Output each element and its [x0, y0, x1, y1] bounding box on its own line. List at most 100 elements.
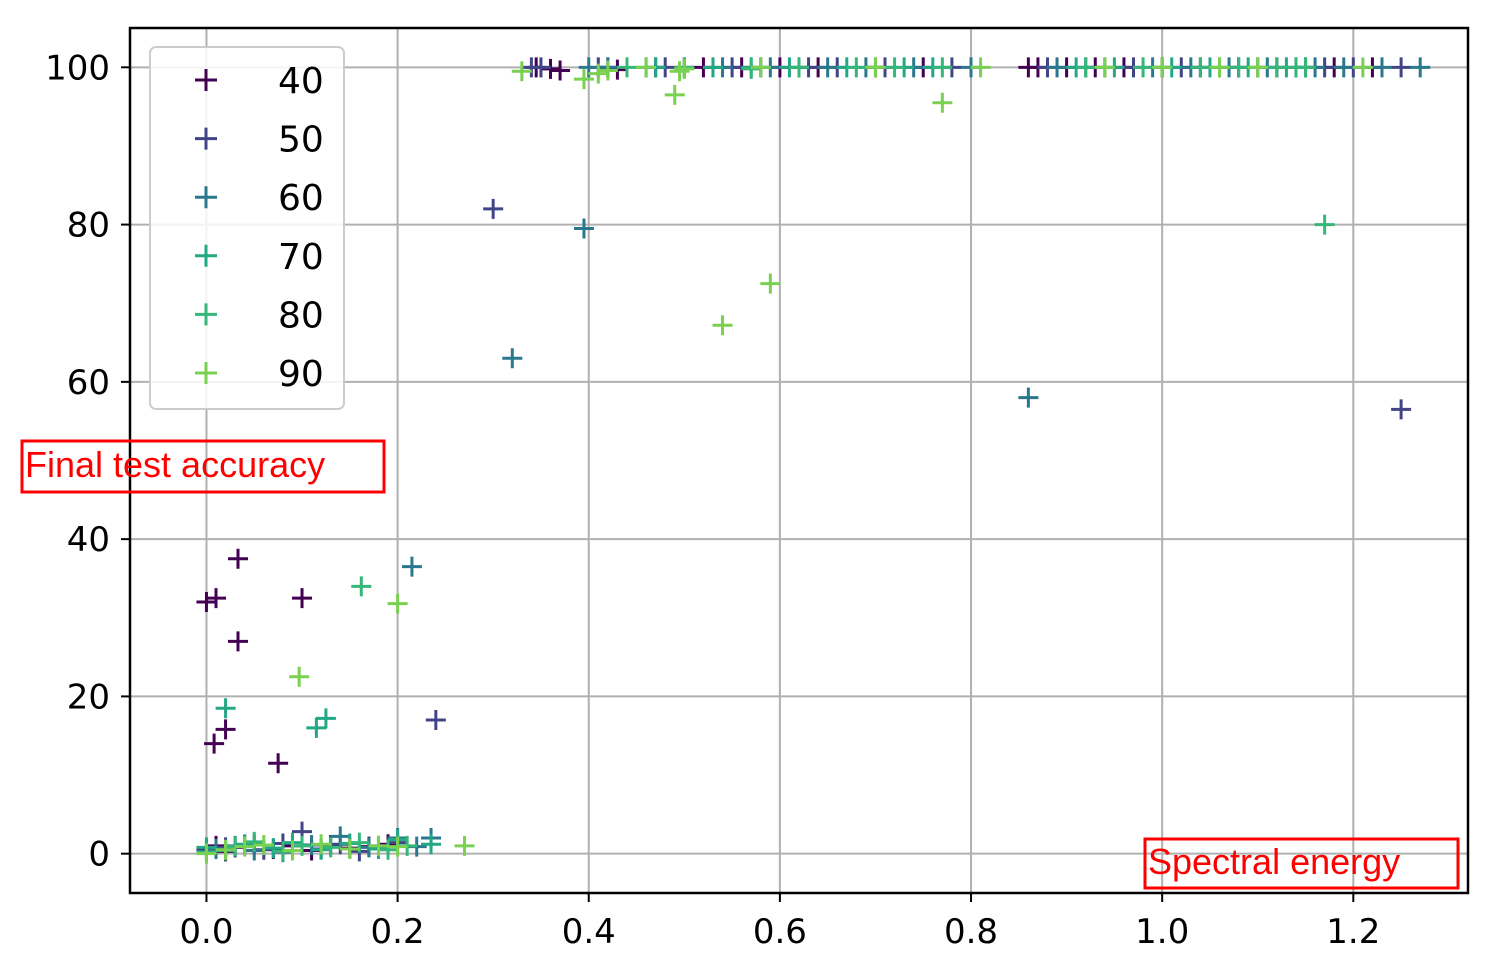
legend-label: 60 [278, 178, 324, 219]
legend-item: 60 [195, 178, 324, 219]
data-point [1094, 57, 1115, 78]
x-tick-label: 0.6 [753, 912, 807, 952]
data-point [1410, 57, 1431, 78]
data-point [358, 837, 379, 858]
data-point [320, 837, 341, 858]
data-point [1209, 57, 1230, 78]
data-point [712, 315, 733, 336]
data-point [674, 58, 695, 79]
data-point [1075, 57, 1096, 78]
legend-marker [195, 303, 217, 326]
data-point [750, 57, 771, 78]
data-point [1247, 57, 1268, 78]
data-point [378, 839, 399, 860]
data-point [268, 753, 289, 774]
data-point [387, 836, 408, 857]
data-point [932, 92, 953, 113]
data-point [289, 666, 310, 687]
legend-item: 90 [195, 354, 324, 395]
data-point [865, 57, 886, 78]
data-point [244, 831, 265, 852]
legend-label: 40 [278, 61, 324, 102]
data-point [339, 838, 360, 859]
legend-item: 50 [195, 120, 324, 161]
legend-marker [195, 362, 217, 384]
data-point [664, 84, 685, 105]
x-axis-label: Spectral energy [1148, 841, 1400, 882]
legend-label: 70 [278, 237, 324, 278]
data-point [540, 58, 561, 79]
data-point [234, 836, 255, 857]
legend-item: 40 [195, 61, 324, 102]
x-tick-label: 0.2 [371, 912, 425, 952]
data-point [550, 60, 571, 81]
data-point [311, 834, 332, 855]
data-point [1333, 57, 1354, 78]
x-tick-label: 1.2 [1326, 912, 1380, 952]
data-point [669, 61, 690, 82]
series-40 [196, 57, 1383, 862]
legend-marker [195, 244, 217, 267]
data-point [1266, 57, 1287, 78]
y-tick-label: 60 [67, 363, 110, 403]
data-point [760, 273, 781, 294]
y-tick-label: 100 [45, 48, 110, 88]
data-point [215, 698, 236, 719]
data-point [454, 835, 475, 856]
data-point [292, 588, 313, 609]
data-point [1228, 57, 1249, 78]
data-point [1352, 57, 1373, 78]
data-point [502, 348, 523, 369]
y-tick-label: 0 [88, 835, 110, 875]
legend-marker [195, 186, 217, 209]
data-point [421, 834, 442, 855]
data-point [1133, 57, 1154, 78]
data-point [204, 733, 225, 754]
data-point [597, 60, 618, 81]
plot-frame [128, 26, 1470, 895]
series-90 [196, 57, 1373, 864]
data-point [1314, 214, 1335, 235]
data-point [588, 63, 609, 84]
legend-marker [195, 127, 217, 150]
x-axis: 0.0 0.2 0.4 0.6 0.8 1.0 1.2 [179, 893, 1380, 952]
data-point [196, 843, 217, 864]
legend-label: 90 [278, 354, 324, 395]
data-point [1391, 399, 1412, 420]
legend-item: 70 [195, 237, 324, 278]
data-point [306, 717, 327, 738]
data-point [789, 57, 809, 78]
data-point [227, 548, 248, 569]
data-point [573, 69, 594, 90]
data-point [817, 57, 838, 78]
data-point [970, 57, 991, 78]
legend-label: 80 [278, 295, 324, 336]
data-point [387, 593, 408, 614]
data-point [846, 57, 867, 78]
data-point [215, 719, 236, 740]
data-point [1152, 57, 1173, 78]
data-points [196, 57, 1431, 864]
data-point [425, 710, 446, 730]
y-tick-label: 40 [67, 520, 110, 560]
y-tick-label: 20 [67, 677, 110, 717]
data-point [263, 838, 284, 859]
legend-label: 50 [278, 120, 324, 161]
data-point [1190, 57, 1211, 78]
data-point [1018, 387, 1039, 408]
data-point [292, 835, 313, 856]
legend: 40 50 60 70 80 90 [149, 46, 345, 410]
data-point [215, 839, 236, 860]
data-point [206, 588, 227, 609]
data-point [1295, 57, 1316, 78]
x-axis-label-box [1143, 837, 1460, 890]
data-point [636, 57, 657, 78]
data-point [741, 58, 762, 79]
data-point [315, 708, 336, 729]
y-tick-label: 80 [67, 206, 110, 246]
y-axis: 0 20 40 60 80 100 [45, 48, 130, 875]
legend-marker [195, 69, 217, 91]
x-tick-label: 0.4 [562, 912, 616, 952]
data-point [1047, 57, 1068, 78]
